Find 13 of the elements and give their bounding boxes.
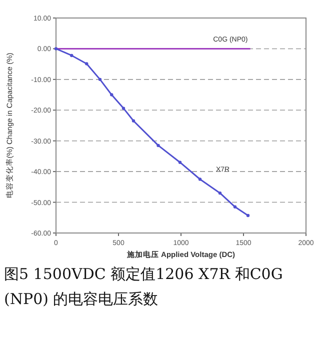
point	[156, 144, 160, 148]
point	[246, 214, 250, 218]
point	[233, 205, 237, 208]
point	[178, 160, 182, 164]
caption: 图5 1500VDC 额定值1206 X7R 和C0G (NP0) 的电容电压系数	[4, 264, 284, 310]
point	[70, 54, 74, 58]
point	[110, 93, 114, 96]
point	[85, 62, 88, 66]
point	[132, 119, 136, 122]
point	[98, 78, 102, 82]
point	[218, 191, 222, 195]
point	[198, 178, 202, 181]
point	[122, 106, 126, 110]
